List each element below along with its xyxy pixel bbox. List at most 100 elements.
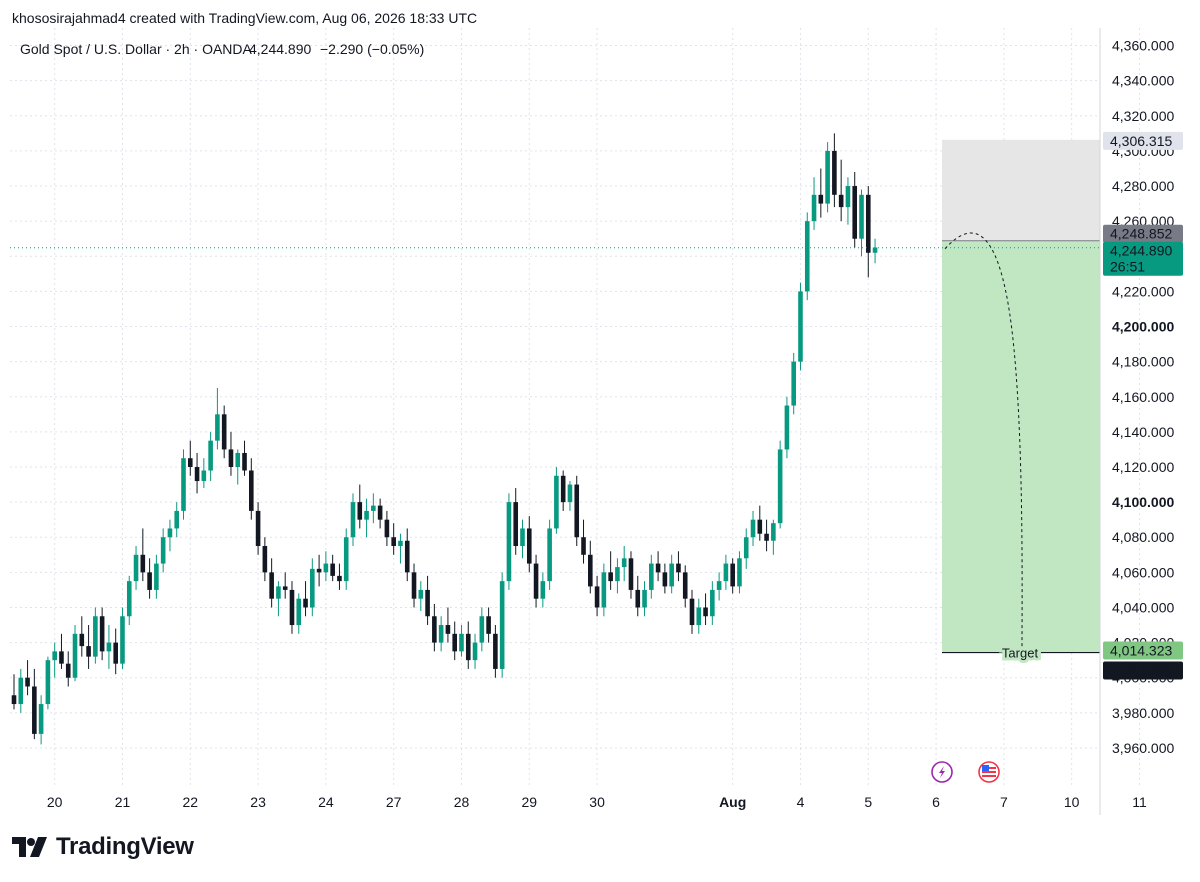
tradingview-brand[interactable]: TradingView xyxy=(12,833,194,861)
candle-down xyxy=(432,616,437,643)
candle-down xyxy=(255,510,261,547)
candle-down xyxy=(682,572,688,599)
candle-down xyxy=(574,484,580,538)
candle-down xyxy=(140,554,146,573)
candle-down xyxy=(588,554,593,587)
candle-up xyxy=(215,414,220,441)
candle-up xyxy=(784,405,790,450)
candle-up xyxy=(181,458,186,511)
candle-up xyxy=(601,572,607,608)
candle-down xyxy=(357,502,363,520)
candle-up xyxy=(642,589,647,608)
y-tick-label: 4,360.000 xyxy=(1112,38,1174,54)
x-tick-label: 29 xyxy=(521,794,537,810)
price-label-last xyxy=(1103,241,1183,276)
candle-up xyxy=(696,607,702,626)
x-tick-label: 5 xyxy=(864,794,872,810)
candle-up xyxy=(438,625,444,643)
candle-up xyxy=(804,221,810,292)
target-label: Target xyxy=(1002,646,1039,661)
candle-up xyxy=(811,194,817,222)
candle-down xyxy=(289,589,295,626)
y-tick-label: 4,040.000 xyxy=(1112,599,1174,615)
candle-down xyxy=(99,616,105,652)
x-tick-label: 24 xyxy=(318,794,334,810)
y-tick-label: 4,340.000 xyxy=(1112,73,1174,89)
candle-up xyxy=(615,567,620,582)
candle-up xyxy=(120,616,125,664)
candle-down xyxy=(452,633,457,652)
candle-down xyxy=(79,633,85,647)
candle-down xyxy=(581,537,586,555)
overlays xyxy=(10,232,1100,783)
y-tick-label: 4,280.000 xyxy=(1112,178,1174,194)
y-tick-label: 4,060.000 xyxy=(1112,564,1174,580)
candle-up xyxy=(323,563,329,573)
position-zones[interactable]: Target xyxy=(942,139,1100,664)
legend-change: −2.290 (−0.05%) xyxy=(320,41,424,57)
candle-up xyxy=(18,677,24,705)
candle-up xyxy=(106,642,112,652)
candle-down xyxy=(391,537,396,547)
candle-down xyxy=(560,475,566,503)
candle-down xyxy=(594,586,600,608)
candle-up xyxy=(750,519,756,538)
price-label-entry xyxy=(1103,224,1183,243)
candle-down xyxy=(11,695,17,705)
price-label-target-text: 4,014.323 xyxy=(1110,643,1172,659)
candle-up xyxy=(506,502,512,582)
target-zone xyxy=(942,240,1100,653)
candle-up xyxy=(621,558,627,568)
candle-down xyxy=(818,194,824,204)
candle-up xyxy=(52,651,57,661)
tradingview-logo-icon xyxy=(12,837,47,857)
x-tick-label: Aug xyxy=(719,794,746,810)
candle-down xyxy=(608,572,613,582)
candle-down xyxy=(838,194,844,208)
candle-down xyxy=(852,186,858,239)
candle-down xyxy=(628,558,634,590)
candle-up xyxy=(276,586,281,599)
candle-up xyxy=(649,563,654,590)
candle-up xyxy=(310,568,315,608)
y-tick-label: 4,160.000 xyxy=(1112,389,1174,405)
candle-up xyxy=(710,589,715,617)
brand-name: TradingView xyxy=(56,833,194,860)
candle-down xyxy=(65,663,71,678)
candle-up xyxy=(669,563,674,587)
candle-down xyxy=(411,572,417,599)
candle-down xyxy=(221,414,227,450)
candle-down xyxy=(404,540,410,573)
candle-up xyxy=(160,537,166,564)
candle-down xyxy=(635,589,641,608)
candle-down xyxy=(730,563,735,587)
candle-down xyxy=(662,572,668,587)
price-label-target xyxy=(1103,641,1183,660)
candle-down xyxy=(655,563,661,573)
legend: Gold Spot / U.S. Dollar · 2h · OANDA 4,2… xyxy=(20,41,424,57)
candle-down xyxy=(384,519,390,538)
candle-down xyxy=(282,586,288,590)
x-tick-label: 28 xyxy=(454,794,470,810)
legend-price: 4,244.890 xyxy=(249,41,311,57)
x-tick-label: 4 xyxy=(797,794,805,810)
candle-up xyxy=(459,633,464,652)
x-tick-label: 20 xyxy=(47,794,63,810)
candle-up xyxy=(723,563,729,582)
price-label-dark xyxy=(1103,661,1183,680)
candle-up xyxy=(567,484,573,503)
y-tick-label: 4,200.000 xyxy=(1112,319,1174,335)
candle-up xyxy=(777,449,783,524)
candle-up xyxy=(859,194,864,239)
candle-up xyxy=(174,510,180,529)
candle-up xyxy=(398,540,403,547)
candle-down xyxy=(689,598,695,626)
candlestick-chart[interactable]: Target 4,360.0004,340.0004,320.0004,300.… xyxy=(0,0,1200,820)
y-tick-label: 4,140.000 xyxy=(1112,424,1174,440)
candle-up xyxy=(235,452,241,467)
y-tick-label: 4,100.000 xyxy=(1112,494,1174,510)
candle-up xyxy=(798,291,803,362)
candle-up xyxy=(872,247,878,253)
candle-down xyxy=(113,642,118,664)
us-flag-icon xyxy=(978,761,1000,783)
